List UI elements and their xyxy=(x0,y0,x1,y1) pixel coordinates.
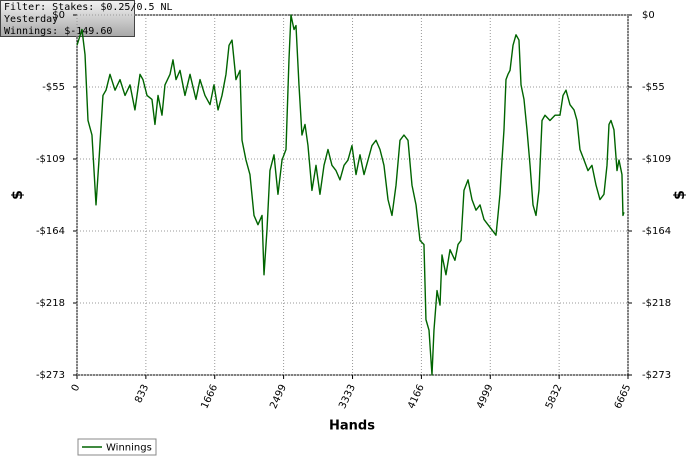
y-tick-label: -$218 xyxy=(36,298,65,309)
series-line xyxy=(76,14,625,376)
y2-tick-label: -$109 xyxy=(642,154,671,165)
filter-box xyxy=(0,0,135,37)
y2-tick-label: $0 xyxy=(642,10,655,21)
y-axis-label: $ xyxy=(10,190,26,200)
y-tick-label: -$273 xyxy=(36,370,65,381)
y2-tick-label: -$273 xyxy=(642,370,671,381)
y2-axis-label: $ xyxy=(672,190,688,200)
x-axis-label: Hands xyxy=(329,419,375,434)
legend-box xyxy=(77,438,157,456)
filter-text: Yesterday xyxy=(4,14,58,25)
x-tick-label: 3333 xyxy=(337,383,358,411)
legend-label: Winnings xyxy=(106,443,152,454)
filter-text: Filter: Stakes: $0.25/0.5 NL xyxy=(4,2,173,13)
filter-text: Winnings: $-149.60 xyxy=(4,26,112,37)
y2-tick-label: -$218 xyxy=(642,298,671,309)
x-tick-label: 833 xyxy=(133,383,151,405)
y-tick-label: $0 xyxy=(52,10,65,21)
y2-tick-label: -$164 xyxy=(642,226,671,237)
y-tick-label: -$164 xyxy=(36,226,65,237)
x-tick-label: 1666 xyxy=(199,383,220,411)
x-tick-label: 4166 xyxy=(406,383,427,411)
x-tick-label: 5832 xyxy=(544,383,565,411)
x-tick-label: 2499 xyxy=(268,383,289,411)
x-tick-label: 4999 xyxy=(475,383,496,411)
x-tick-label: 0 xyxy=(70,383,83,393)
x-tick-label: 6665 xyxy=(613,383,634,411)
y2-tick-label: -$55 xyxy=(642,82,665,93)
y-tick-label: -$109 xyxy=(36,154,65,165)
y-tick-label: -$55 xyxy=(42,82,65,93)
